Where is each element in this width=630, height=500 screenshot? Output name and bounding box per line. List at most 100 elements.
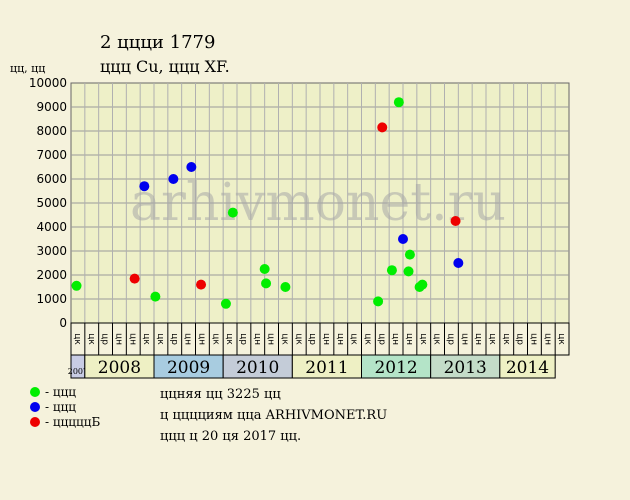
period-label: цк xyxy=(210,333,220,345)
period-label: цр xyxy=(307,333,317,345)
year-cell xyxy=(499,354,556,379)
data-point xyxy=(450,216,461,226)
period-label: цк xyxy=(155,333,165,345)
period-label: цк xyxy=(418,333,428,345)
data-point xyxy=(139,181,150,192)
notes: ццняя цц 3225 цц ц цццциям цца ARHIVMONE… xyxy=(160,384,387,447)
period-label: цн xyxy=(528,333,538,345)
period-label: цн xyxy=(459,333,469,345)
period-label: цн xyxy=(390,333,400,345)
y-tick-label: 5000 xyxy=(36,196,67,210)
legend-swatch-red xyxy=(30,416,40,427)
period-label: цр xyxy=(445,333,455,345)
period-label: цк xyxy=(86,333,96,345)
year-label: 2009 xyxy=(167,358,210,378)
chart-title: 2 ццци 1779 xyxy=(100,32,216,53)
y-tick-label: 2000 xyxy=(36,268,67,282)
data-point xyxy=(453,258,464,268)
period-label: цк xyxy=(279,333,289,345)
data-point xyxy=(417,279,428,290)
period-axis: цк цк цр цн цн цк цк цр цн цн цк цк цр цн цн цк цк цр цн цн… xyxy=(70,322,570,356)
y-tick-label: 0 xyxy=(59,316,67,330)
period-label: цк xyxy=(556,333,566,345)
period-label: цн xyxy=(266,333,276,345)
note-line: ц цццциям цца ARHIVMONET.RU xyxy=(160,408,388,423)
data-point xyxy=(150,291,161,302)
period-label: цн xyxy=(321,333,331,345)
legend: - ццц - ццц - цццццБ xyxy=(30,384,100,429)
data-points xyxy=(71,97,464,309)
period-label: цн xyxy=(196,333,206,345)
legend-label: - ццц xyxy=(45,384,77,399)
period-label: цн xyxy=(473,333,483,345)
note-line: ццняя цц 3225 цц xyxy=(160,387,281,402)
legend-item: - цццццБ xyxy=(30,414,100,429)
y-axis-ticks: 0 1000 2000 3000 4000 5000 6000 7000 8000 9000 100… xyxy=(29,76,67,330)
data-point xyxy=(377,122,388,133)
y-axis-unit: цц, цц xyxy=(10,62,46,75)
chart-subtitle: ццц Cu, ццц XF. xyxy=(100,57,230,76)
data-point xyxy=(129,273,140,284)
watermark: arhivmonet.ru xyxy=(130,173,506,233)
legend-item: - ццц xyxy=(30,399,100,414)
year-label: 2011 xyxy=(305,358,348,378)
data-point xyxy=(386,265,397,276)
period-label: цр xyxy=(169,333,179,345)
y-tick-label: 8000 xyxy=(36,124,67,138)
note-line: ццц ц 20 ця 2017 цц. xyxy=(160,429,302,444)
data-point xyxy=(403,266,414,277)
data-point xyxy=(168,174,179,184)
legend-label: - ццц xyxy=(45,399,77,414)
y-tick-label: 10000 xyxy=(29,76,67,90)
y-tick-label: 4000 xyxy=(36,220,67,234)
year-label: 2014 xyxy=(506,358,549,378)
period-label: цн xyxy=(404,333,414,345)
period-label: цн xyxy=(113,333,123,345)
y-tick-label: 9000 xyxy=(36,100,67,114)
year-label: 2008 xyxy=(98,358,141,378)
year-label: 2010 xyxy=(236,358,279,378)
period-label: цк xyxy=(362,333,372,345)
data-point xyxy=(280,282,291,292)
data-point xyxy=(71,280,82,291)
period-label: цк xyxy=(224,333,234,345)
period-label: цр xyxy=(376,333,386,345)
year-label: 2007 xyxy=(68,367,88,376)
year-axis: 2007 2008 2009 2010 2011 2012 2013 2014 xyxy=(68,354,556,379)
period-label: цк xyxy=(501,333,511,345)
data-point xyxy=(261,278,272,289)
data-point xyxy=(259,264,270,274)
period-label: цр xyxy=(100,333,110,345)
data-point xyxy=(404,249,415,260)
period-label: цк xyxy=(487,333,497,345)
period-label: цн xyxy=(252,333,262,345)
period-label: цн xyxy=(335,333,345,345)
data-point xyxy=(227,207,238,218)
period-label: цк xyxy=(432,333,442,345)
data-point xyxy=(373,296,384,307)
period-label: цк xyxy=(293,333,303,345)
period-label: цк xyxy=(72,333,82,345)
data-point xyxy=(186,162,197,172)
grid xyxy=(71,83,569,323)
period-label: цк xyxy=(141,333,151,345)
period-label: цн xyxy=(127,333,137,345)
period-label: цн xyxy=(183,333,193,345)
data-point xyxy=(220,298,231,309)
y-tick-label: 6000 xyxy=(36,172,67,186)
year-label: 2013 xyxy=(444,358,487,378)
period-label: цн xyxy=(542,333,552,345)
y-tick-label: 1000 xyxy=(36,292,67,306)
period-label: цк xyxy=(349,333,359,345)
data-point xyxy=(393,97,404,108)
legend-swatch-green xyxy=(30,386,40,397)
period-label: цр xyxy=(515,333,525,345)
legend-item: - ццц xyxy=(30,384,100,399)
period-label: цр xyxy=(238,333,248,345)
y-tick-label: 3000 xyxy=(36,244,67,258)
data-point xyxy=(398,234,408,244)
data-point xyxy=(196,279,207,290)
legend-swatch-blue xyxy=(30,401,40,412)
year-label: 2012 xyxy=(374,358,417,378)
